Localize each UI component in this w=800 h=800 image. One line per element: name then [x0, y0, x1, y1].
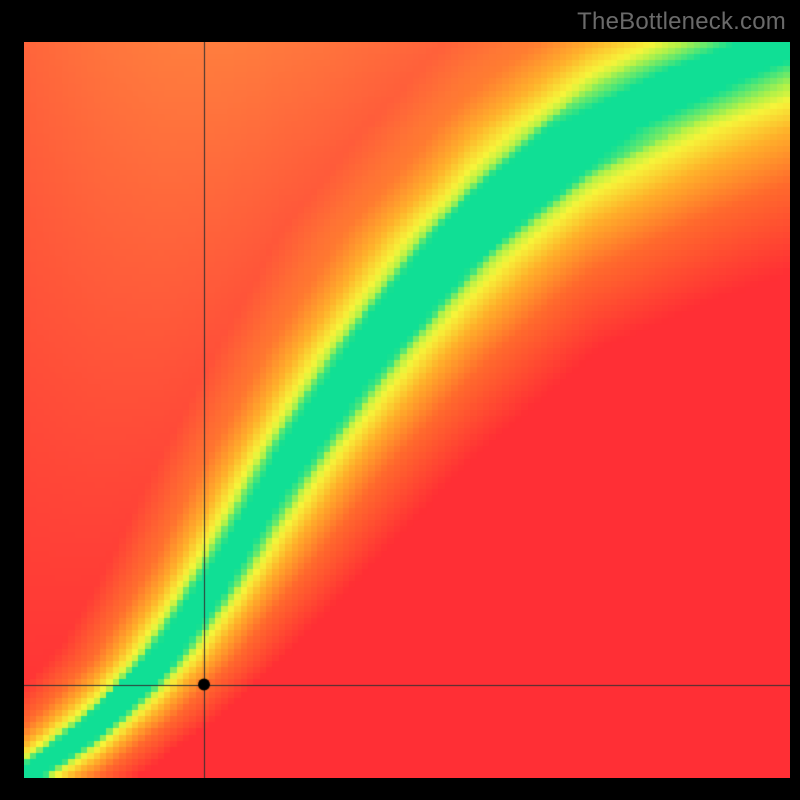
watermark-label: TheBottleneck.com [577, 8, 786, 36]
bottleneck-chart-container: { "watermark": { "text": "TheBottleneck.… [0, 0, 800, 800]
bottleneck-heatmap [24, 42, 790, 778]
